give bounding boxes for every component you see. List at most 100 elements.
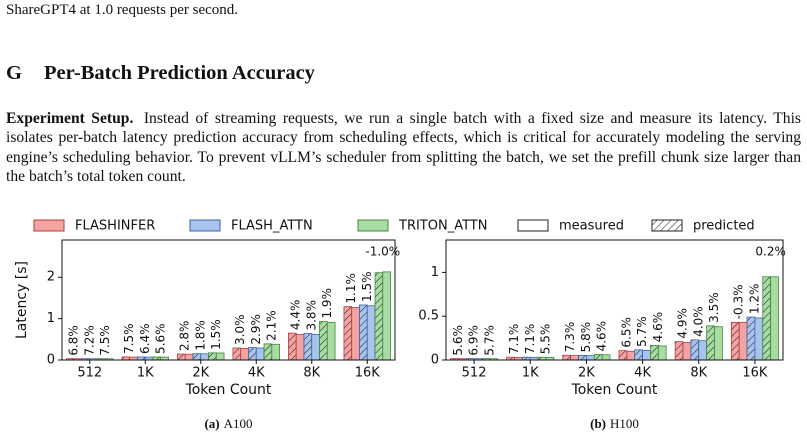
bar-predicted xyxy=(319,321,328,361)
x-tick-label: 512 xyxy=(462,366,487,381)
bar-measured xyxy=(351,307,360,361)
x-tick-label: 4K xyxy=(634,366,651,381)
legend-swatch xyxy=(517,219,549,232)
error-label: 4.0% xyxy=(691,306,705,337)
x-tick-label: 2K xyxy=(192,366,209,381)
x-tick-label: 2K xyxy=(578,366,595,381)
bar-measured xyxy=(586,355,595,361)
error-label: 7.1% xyxy=(523,324,537,355)
bar-predicted xyxy=(762,276,772,361)
error-label: 5.6% xyxy=(451,325,465,356)
x-tick-label: 1K xyxy=(522,366,539,381)
bar-measured xyxy=(754,317,764,361)
legend-label: measured xyxy=(559,219,624,234)
bar-predicted xyxy=(578,354,587,361)
legend-label: FLASH_ATTN xyxy=(231,219,313,234)
error-label: 7.1% xyxy=(507,324,521,355)
bar-predicted xyxy=(746,316,756,361)
y-tick-label: 0 xyxy=(431,353,439,368)
error-label: 5.5% xyxy=(538,324,552,355)
bar-predicted xyxy=(288,332,297,361)
error-label: 7.5% xyxy=(122,323,136,354)
x-tick-label: 4K xyxy=(248,366,265,381)
error-label: 6.4% xyxy=(138,323,152,354)
caption-label: (a) xyxy=(204,416,219,431)
y-tick-label: 0 xyxy=(47,353,55,368)
error-label: -1.0% xyxy=(365,245,400,259)
x-tick-label: 8K xyxy=(690,366,707,381)
x-tick-label: 16K xyxy=(742,366,768,381)
error-label: 5.7% xyxy=(482,325,496,356)
y-tick-label: 1 xyxy=(47,311,55,326)
x-axis-label: Token Count xyxy=(185,382,272,398)
error-label: 5.6% xyxy=(153,323,167,354)
section-title: Per-Batch Prediction Accuracy xyxy=(43,62,315,84)
error-label: 0.2% xyxy=(755,245,786,259)
error-label: 3.0% xyxy=(233,315,247,346)
bar-predicted xyxy=(232,347,242,361)
legend-label: FLASHINFER xyxy=(75,219,155,234)
bar-predicted xyxy=(593,354,603,361)
error-label: 2.8% xyxy=(178,321,192,352)
bar-measured xyxy=(657,345,667,361)
error-label: 1.5% xyxy=(360,271,374,302)
error-label: 2.1% xyxy=(264,310,278,341)
bar-measured xyxy=(200,353,209,361)
error-label: 6.9% xyxy=(467,325,481,356)
error-label: 1.9% xyxy=(320,288,334,319)
header-line: ShareGPT4 at 1.0 requests per second. xyxy=(6,2,239,18)
bar-predicted xyxy=(208,352,217,361)
bar-predicted xyxy=(263,343,273,361)
legend-swatch xyxy=(33,219,65,232)
bar-predicted xyxy=(562,354,572,361)
bar-measured xyxy=(698,340,708,361)
error-label: 4.6% xyxy=(595,321,609,352)
error-label: 2.9% xyxy=(249,314,263,345)
bar-measured xyxy=(738,321,748,361)
x-tick-label: 16K xyxy=(355,366,381,381)
bar-predicted xyxy=(730,321,740,361)
legend-swatch xyxy=(651,219,683,232)
bar-measured xyxy=(240,348,249,361)
error-label: 7.3% xyxy=(563,322,577,353)
error-label: 1.5% xyxy=(209,319,223,350)
y-axis-label: Latency [s] xyxy=(14,261,30,339)
bar-measured xyxy=(626,350,636,361)
error-label: 6.5% xyxy=(619,317,633,348)
error-label: 4.9% xyxy=(676,308,690,339)
bar-measured xyxy=(682,342,692,361)
bar-predicted xyxy=(706,325,715,361)
x-tick-label: 512 xyxy=(77,366,102,381)
plot-frame xyxy=(445,239,784,361)
error-label: 1.8% xyxy=(193,320,207,351)
bar-predicted xyxy=(248,347,257,361)
caption: (b) H100 xyxy=(590,416,639,431)
bar-predicted xyxy=(690,339,700,361)
bar-measured xyxy=(271,343,280,361)
bar-measured xyxy=(770,276,779,361)
bar-measured xyxy=(714,326,723,361)
paragraph: Experiment Setup. Instead of streaming r… xyxy=(6,109,801,186)
y-tick-label: 2 xyxy=(47,270,55,285)
error-label: 3.8% xyxy=(304,300,318,331)
error-label: 4.4% xyxy=(289,300,303,331)
section-number: G xyxy=(6,62,22,84)
error-label: 5.7% xyxy=(635,316,649,347)
bar-predicted xyxy=(634,349,643,361)
bar-measured xyxy=(255,347,265,361)
bar-measured xyxy=(184,353,194,361)
bar-measured xyxy=(311,333,320,361)
bar-predicted xyxy=(343,306,353,361)
bar-measured xyxy=(642,349,651,361)
bar-predicted xyxy=(650,344,659,361)
bar-measured xyxy=(326,321,336,361)
bar-measured xyxy=(570,355,579,361)
y-tick-label: 1 xyxy=(431,265,439,280)
y-tick-label: 0.5 xyxy=(418,309,439,324)
legend-swatch xyxy=(357,219,389,232)
error-label: 3.5% xyxy=(707,292,721,323)
bar-measured xyxy=(382,271,391,361)
legend-swatch xyxy=(189,219,221,232)
section-heading: G Per-Batch Prediction Accuracy xyxy=(6,62,315,85)
